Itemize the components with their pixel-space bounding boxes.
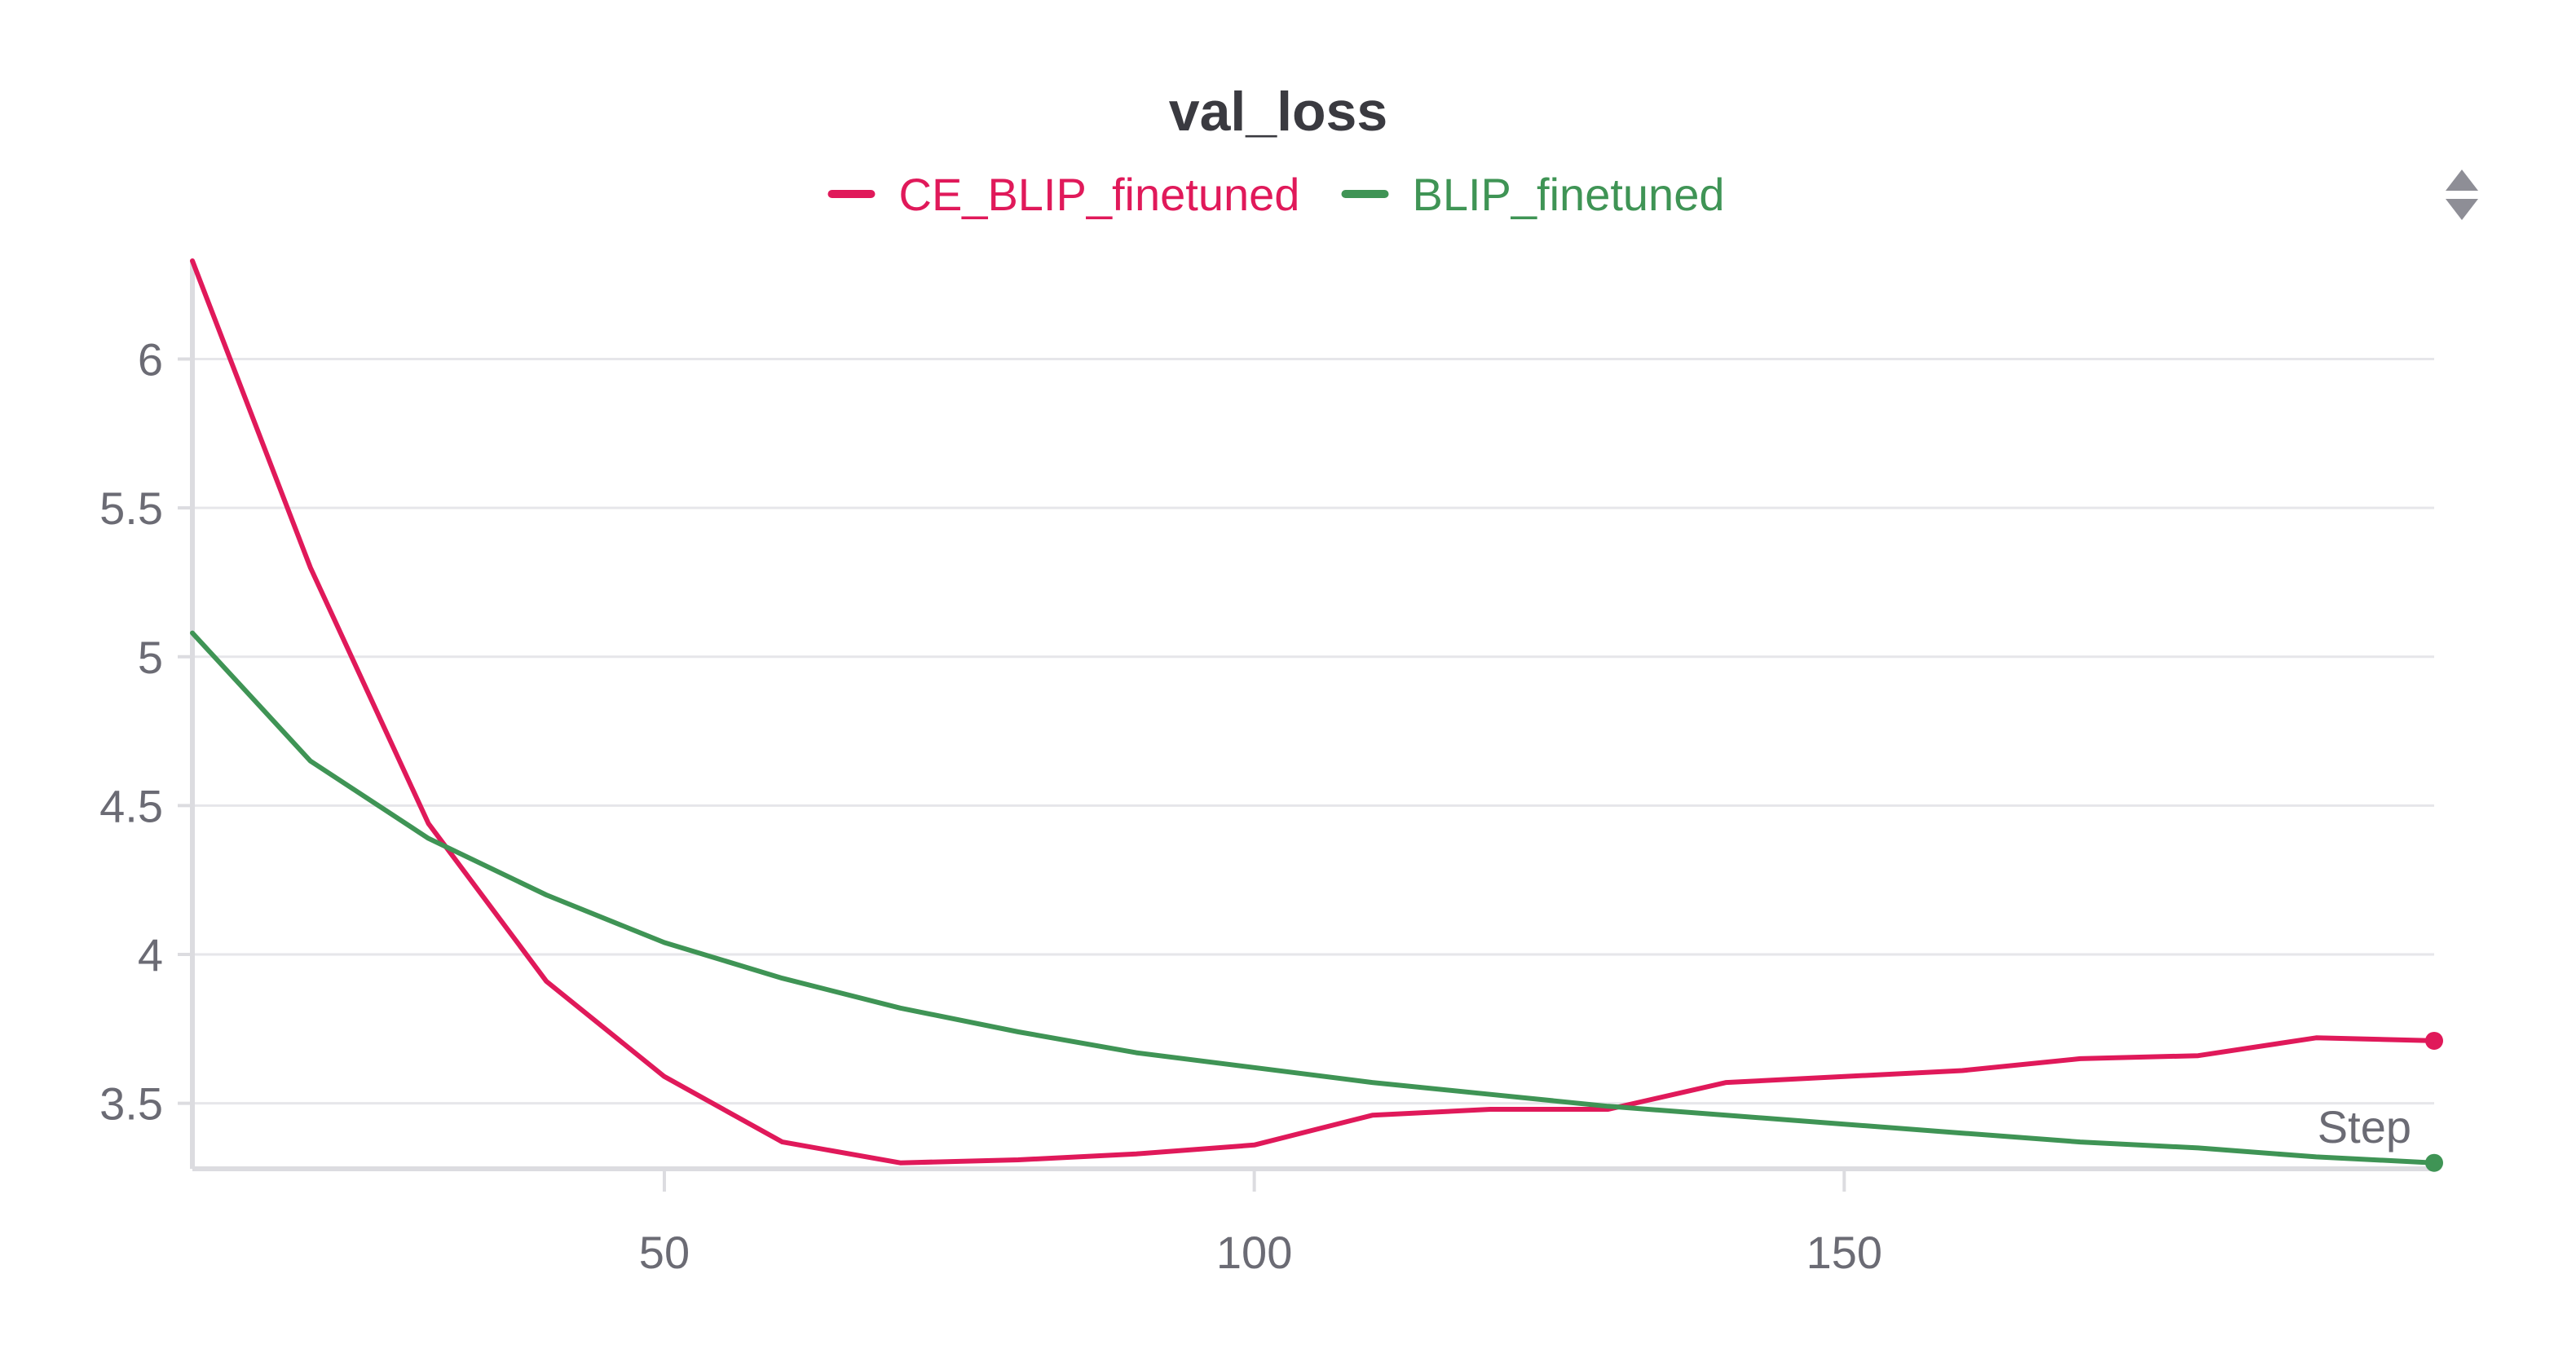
x-tick-label: 150 (1806, 1227, 1882, 1278)
x-tick-label: 50 (639, 1227, 690, 1278)
series-endpoint-ce-blip-finetuned (2425, 1031, 2443, 1050)
y-axis-ticks: 3.5 4 4.5 5 5.5 6 (99, 334, 192, 1130)
legend-toggle-icon[interactable] (2439, 170, 2485, 220)
series-endpoint-blip-finetuned (2425, 1153, 2443, 1172)
series-lines (190, 258, 2443, 1172)
legend-item-blip-finetuned[interactable]: BLIP_finetuned (1341, 169, 1725, 220)
y-tick-label: 5.5 (99, 483, 163, 534)
series-line-ce-blip-finetuned (190, 258, 2437, 1166)
chart-title: val_loss (1169, 81, 1387, 143)
x-tick-label: 100 (1216, 1227, 1292, 1278)
x-axis-title: Step (2318, 1101, 2411, 1152)
gridlines (192, 358, 2434, 1105)
legend-item-ce-blip-finetuned[interactable]: CE_BLIP_finetuned (827, 169, 1300, 220)
legend: CE_BLIP_finetuned BLIP_finetuned (827, 169, 1725, 220)
y-tick-label: 6 (138, 334, 163, 386)
y-tick-label: 5 (138, 632, 163, 683)
series-line-blip-finetuned (190, 630, 2437, 1166)
y-tick-label: 4.5 (99, 780, 163, 831)
x-axis-ticks: 50 100 150 (639, 1169, 1882, 1278)
y-tick-label: 3.5 (99, 1078, 163, 1130)
y-tick-label: 4 (138, 929, 163, 981)
axes (190, 261, 2434, 1171)
legend-label: CE_BLIP_finetuned (899, 169, 1300, 220)
legend-label: BLIP_finetuned (1413, 169, 1725, 220)
